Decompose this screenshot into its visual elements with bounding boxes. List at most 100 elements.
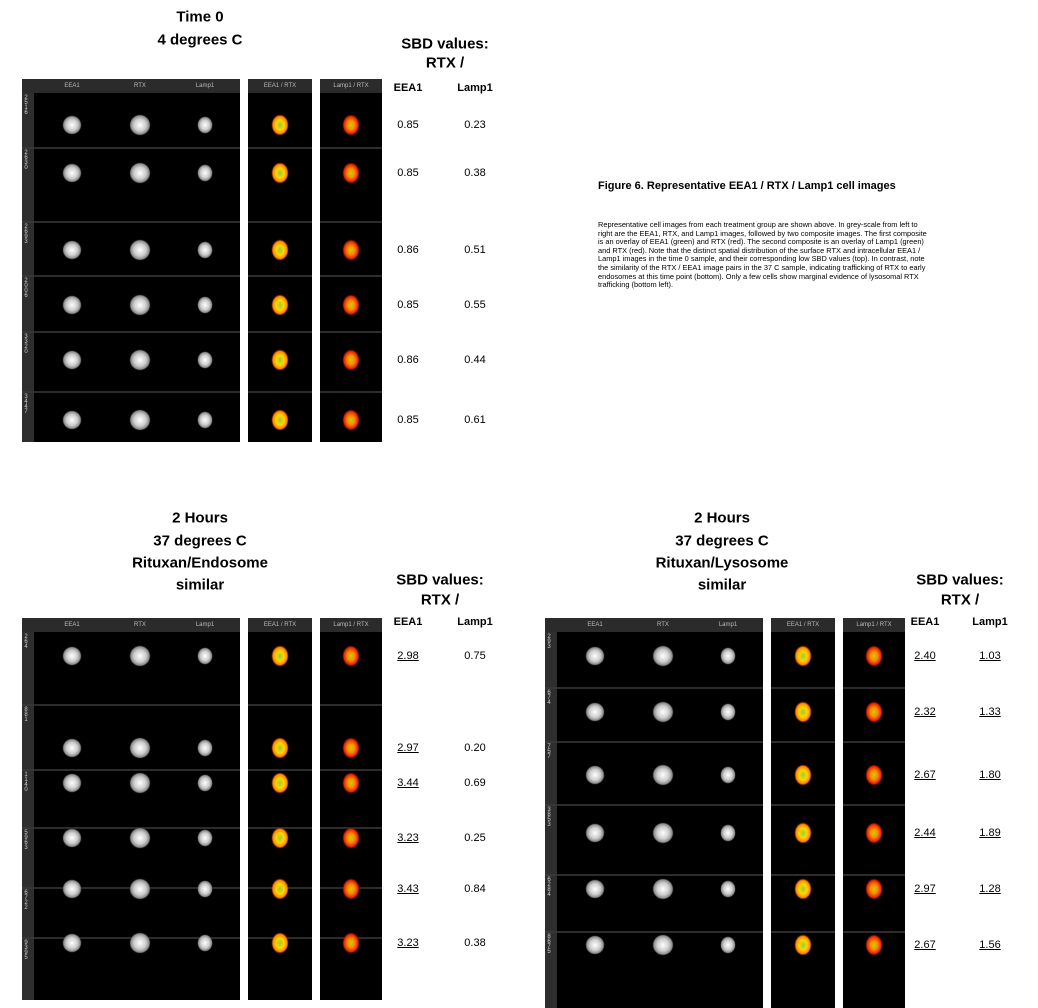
sbd-value: 2.32 [914,706,935,718]
cell-image [652,764,674,786]
cell-image [271,932,289,954]
row-id: 2693 [23,224,29,244]
cell-image [585,935,605,955]
sbd-value: 0.20 [464,742,485,754]
cell-image [197,880,213,898]
sbd-title: RTX / [421,592,459,609]
row-id: 3853 [546,807,552,827]
image-label: Lamp1 [196,83,214,89]
sbd-value: 0.23 [464,119,485,131]
sbd-title: RTX / [426,55,464,72]
cell-image [865,701,883,723]
cell-image [129,932,151,954]
cell-image [794,764,812,786]
sbd-value: 2.67 [914,769,935,781]
cell-image [652,701,674,723]
cell-image [62,646,82,666]
row-id: 6284 [546,877,552,897]
cell-image [585,646,605,666]
panel-title: Rituxan/Lysosome [656,555,789,572]
cell-image [271,114,289,136]
sbd-value: 0.75 [464,650,485,662]
row-id: 1140 [23,772,29,792]
cell-image [129,737,151,759]
row-id: 3447 [23,394,29,414]
cell-image [794,701,812,723]
sbd-value: 0.69 [464,777,485,789]
row-id: 674 [546,690,552,705]
sbd-value: 0.85 [397,299,418,311]
image-label: RTX [657,622,669,628]
sbd-value: 3.44 [397,777,418,789]
column-header: Lamp1 [457,616,492,628]
cell-image [62,295,82,315]
image-label: EEA1 [64,622,79,628]
cell-image [720,647,736,665]
cell-image [129,772,151,794]
cell-image [271,409,289,431]
cell-image [342,645,360,667]
cell-image [197,241,213,259]
cell-image [271,349,289,371]
sbd-value: 0.44 [464,354,485,366]
image-label: Lamp1 / RTX [333,622,368,628]
column-header: EEA1 [394,616,423,628]
cell-image [197,164,213,182]
cell-image [129,239,151,261]
cell-image [271,162,289,184]
cell-image [62,350,82,370]
row-id: 2006 [23,278,29,298]
panel-title: Time 0 [176,9,223,26]
cell-image [720,766,736,784]
row-id: 757 [546,744,552,759]
cell-image [62,115,82,135]
cell-image [342,162,360,184]
sbd-value: 0.84 [464,883,485,895]
cell-image [271,772,289,794]
cell-image [342,114,360,136]
panel-title: 2 Hours [694,510,750,527]
column-header: Lamp1 [457,82,492,94]
cell-image [62,879,82,899]
cell-image [129,409,151,431]
cell-image [62,240,82,260]
row-id: 264 [23,634,29,649]
cell-image [271,645,289,667]
cell-image [865,934,883,956]
cell-image [585,823,605,843]
sbd-value: 2.44 [914,827,935,839]
sbd-value: 1.33 [979,706,1000,718]
image-label: EEA1 / RTX [787,622,819,628]
row-id: 2516 [23,95,29,115]
cell-image [271,737,289,759]
sbd-value: 2.97 [397,742,418,754]
cell-image [342,827,360,849]
cell-image [720,880,736,898]
cell-image [794,934,812,956]
cell-image [342,737,360,759]
sbd-value: 1.28 [979,883,1000,895]
cell-image [271,294,289,316]
cell-image [720,824,736,842]
panel-title: 37 degrees C [153,533,246,550]
sbd-value: 0.85 [397,167,418,179]
image-label: Lamp1 / RTX [856,622,891,628]
panel-title: similar [698,577,746,594]
row-id: 9395 [23,940,29,960]
panel-title: Rituxan/Endosome [132,555,268,572]
cell-image [197,351,213,369]
cell-image [62,933,82,953]
row-id: 293 [546,634,552,649]
column-header: EEA1 [394,82,423,94]
cell-image [62,163,82,183]
cell-image [197,829,213,847]
cell-image [794,822,812,844]
cell-image [129,827,151,849]
cell-image [197,411,213,429]
panel-title: 2 Hours [172,510,228,527]
panel-title: similar [176,577,224,594]
cell-image [652,645,674,667]
image-label: EEA1 [64,83,79,89]
panel-title: 4 degrees C [157,32,242,49]
cell-image [197,647,213,665]
